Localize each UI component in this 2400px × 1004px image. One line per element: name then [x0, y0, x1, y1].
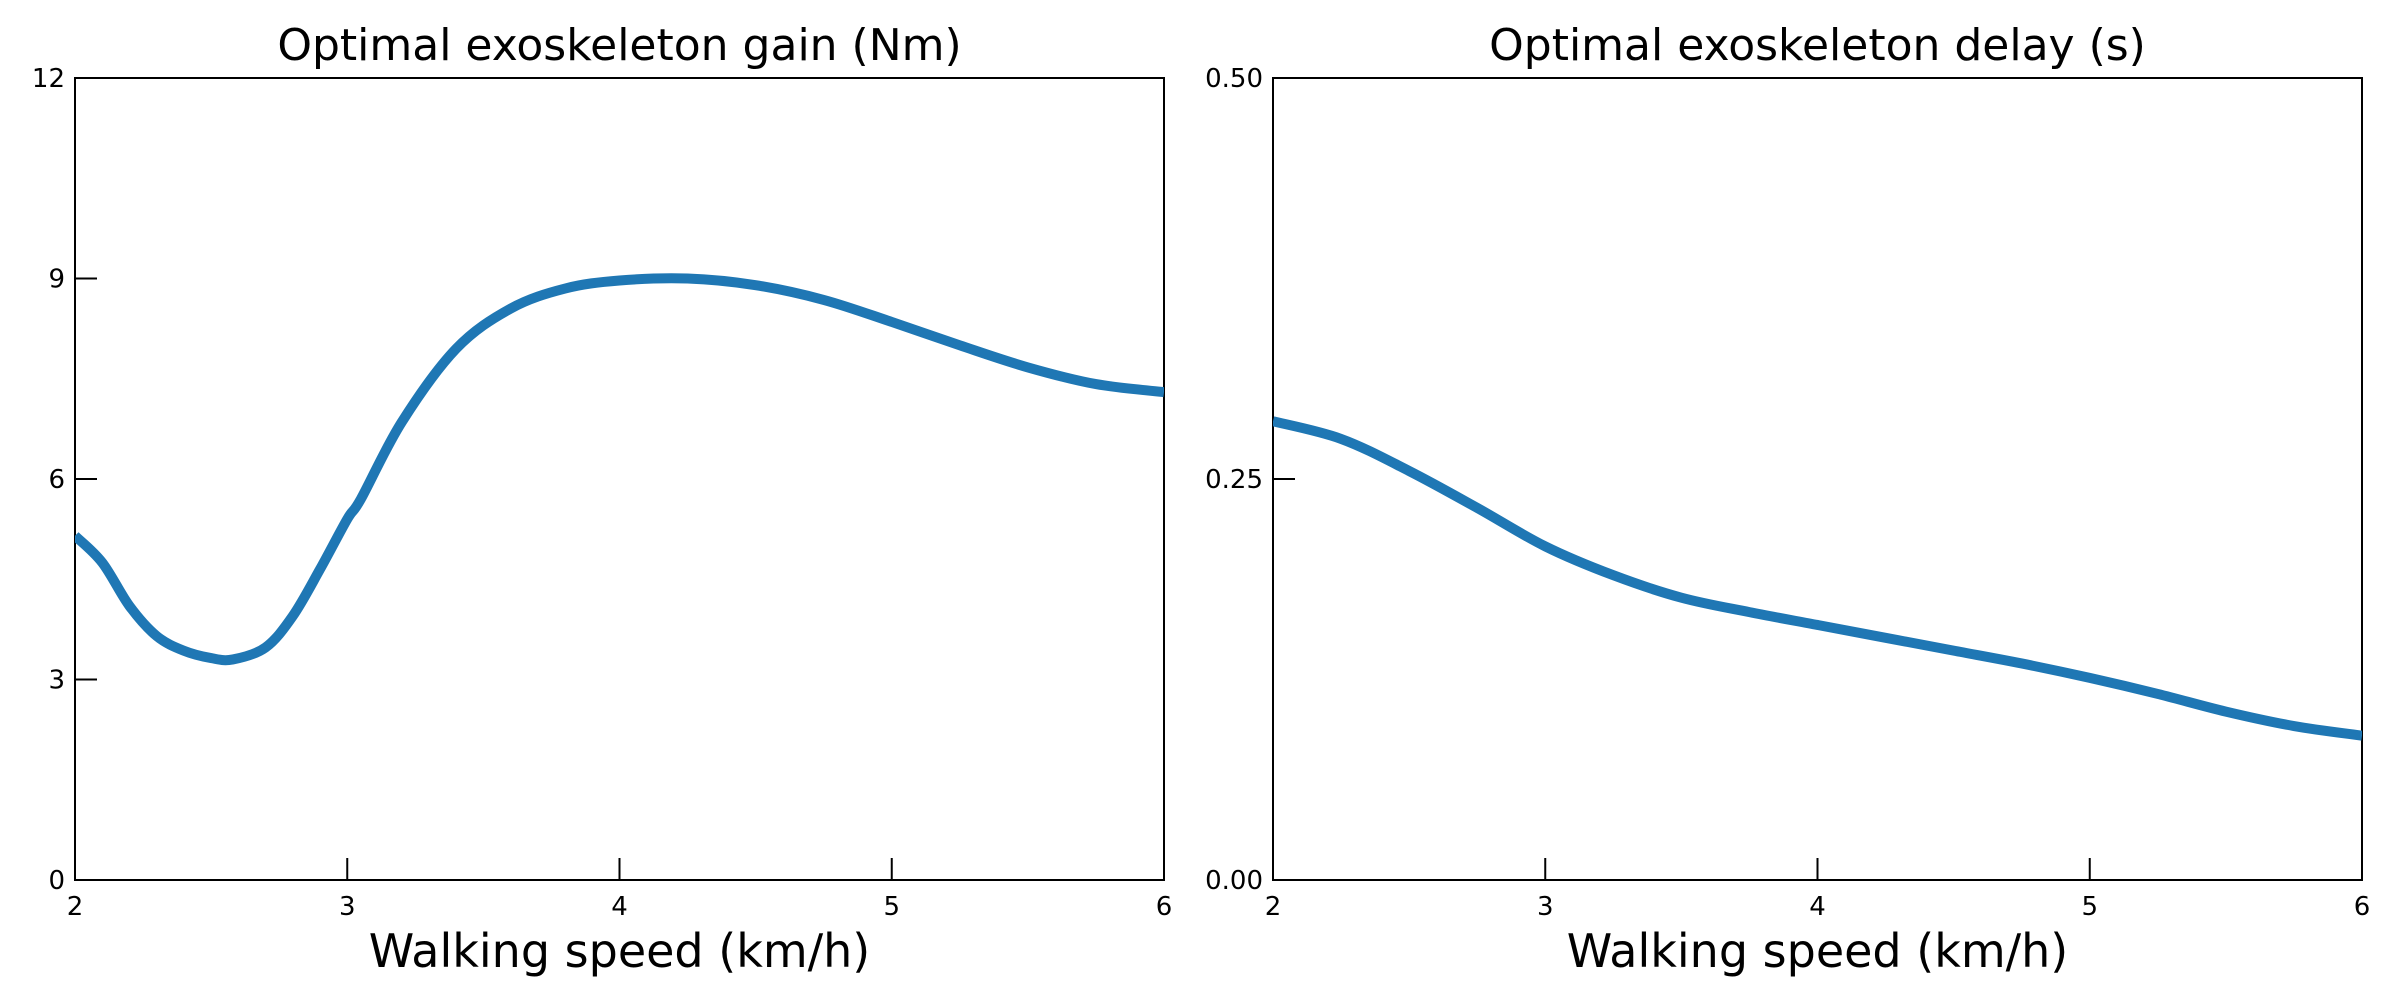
- x-tick-label: 6: [1156, 892, 1173, 922]
- x-axis-label: Walking speed (km/h): [1567, 924, 2069, 978]
- x-axis-label: Walking speed (km/h): [369, 924, 871, 978]
- x-tick-label: 3: [339, 892, 356, 922]
- chart-title: Optimal exoskeleton gain (Nm): [277, 20, 961, 71]
- y-tick-label: 0: [48, 866, 65, 896]
- plot-frame: [74, 77, 1165, 881]
- y-tick-label: 0.00: [1205, 866, 1263, 896]
- x-tick-label: 4: [611, 892, 628, 922]
- x-tick-label: 5: [883, 892, 900, 922]
- y-tick-label: 6: [48, 465, 65, 495]
- x-tick-label: 5: [2081, 892, 2098, 922]
- chart-title: Optimal exoskeleton delay (s): [1489, 20, 2146, 71]
- series-line-1: [1273, 416, 2362, 741]
- y-tick-label: 3: [48, 666, 65, 696]
- x-tick-label: 2: [1265, 892, 1282, 922]
- chart-panel-1: Optimal exoskeleton gain (Nm) 2 3 4 5 6 0 3 6 9 12…: [32, 20, 1172, 978]
- x-tick-label: 3: [1537, 892, 1554, 922]
- y-tick-label: 0.25: [1205, 465, 1263, 495]
- x-tick-label: 2: [67, 892, 84, 922]
- plot-frame: [1272, 77, 2363, 881]
- x-tick-label: 6: [2354, 892, 2371, 922]
- y-tick-label: 12: [32, 64, 65, 94]
- y-tick-label: 0.50: [1205, 64, 1263, 94]
- y-tick-label: 9: [48, 265, 65, 295]
- x-tick-label: 4: [1809, 892, 1826, 922]
- series-line-1: [75, 273, 1164, 666]
- chart-panel-2: Optimal exoskeleton delay (s) 2 3 4 5 6 0.00 0.…: [1205, 20, 2370, 978]
